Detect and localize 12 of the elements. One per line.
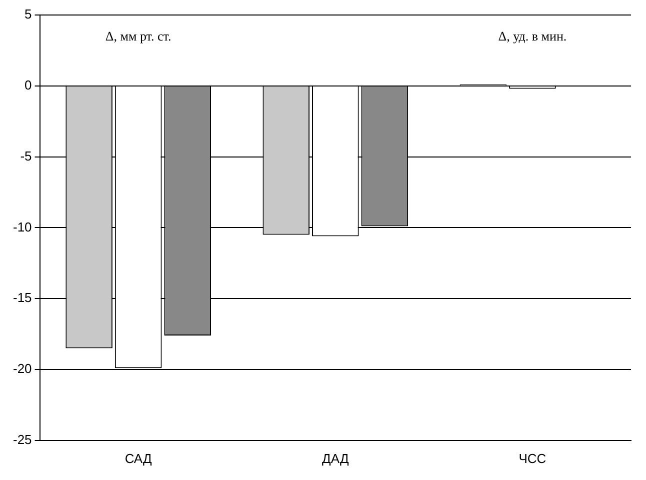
y-tick-label: -20 <box>12 361 32 376</box>
x-tick-label: ЧСС <box>518 450 546 466</box>
y-tick-label: -15 <box>12 290 32 306</box>
annotation: Δ, мм рт. ст. <box>105 28 172 44</box>
y-tick-label: 0 <box>24 77 32 92</box>
y-tick-label: -5 <box>20 148 32 164</box>
x-tick-label: ДАД <box>322 450 349 466</box>
y-tick-label: -10 <box>12 219 32 234</box>
annotation: Δ, уд. в мин. <box>498 28 567 44</box>
y-tick-label: -25 <box>12 432 32 447</box>
y-tick-label: 5 <box>24 6 32 22</box>
x-tick-label: САД <box>124 450 152 466</box>
